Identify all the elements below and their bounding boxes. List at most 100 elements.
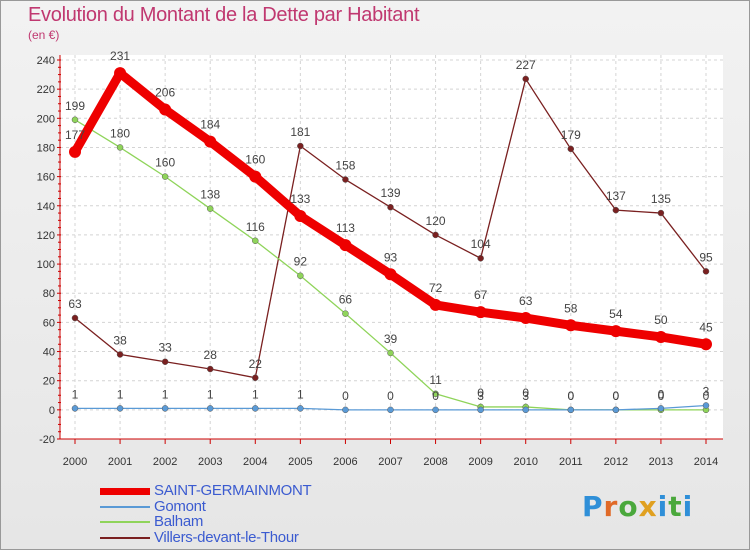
- logo-letter: i: [657, 490, 669, 523]
- data-label-balham: 199: [65, 99, 85, 113]
- data-point-gomont: [116, 405, 124, 412]
- y-tick-label: 60: [43, 317, 55, 329]
- y-tick-label: 20: [43, 376, 55, 388]
- data-label-balham: 116: [246, 220, 265, 234]
- data-label-villers-devant-le-thour: 63: [68, 297, 82, 311]
- data-point-balham: [342, 310, 349, 317]
- data-point-balham: [116, 144, 124, 151]
- data-point-gomont: [477, 406, 484, 414]
- data-label-gomont: 1: [297, 387, 304, 401]
- data-label-balham: 0: [703, 389, 710, 403]
- data-point-villers-devant-le-thour: [252, 374, 259, 382]
- data-label-saint-germainmont: 67: [474, 288, 488, 302]
- data-label-gomont: 0: [387, 389, 394, 403]
- data-point-villers-devant-le-thour: [522, 75, 529, 83]
- data-label-villers-devant-le-thour: 120: [426, 214, 446, 228]
- data-point-saint-germainmont: [564, 319, 577, 332]
- data-point-villers-devant-le-thour: [477, 254, 484, 262]
- data-label-saint-germainmont: 63: [519, 294, 533, 308]
- data-point-villers-devant-le-thour: [387, 203, 394, 211]
- data-label-villers-devant-le-thour: 135: [651, 192, 671, 206]
- logo-letter: r: [603, 490, 619, 523]
- data-label-balham: 180: [110, 126, 130, 140]
- data-point-saint-germainmont: [609, 325, 622, 338]
- data-label-gomont: 3: [703, 384, 710, 398]
- logo-letter: i: [682, 490, 694, 523]
- data-point-saint-germainmont: [294, 209, 307, 222]
- data-point-saint-germainmont: [204, 135, 217, 148]
- data-label-saint-germainmont: 45: [699, 320, 713, 334]
- data-point-gomont: [206, 405, 214, 412]
- y-tick-label: 180: [37, 142, 55, 154]
- data-label-saint-germainmont: 93: [384, 250, 398, 264]
- data-label-villers-devant-le-thour: 139: [380, 186, 400, 200]
- data-label-balham: 0: [658, 389, 665, 403]
- data-label-saint-germainmont: 206: [155, 86, 175, 100]
- y-tick-label: 220: [37, 84, 55, 96]
- data-point-saint-germainmont: [159, 103, 172, 116]
- data-point-saint-germainmont: [474, 306, 487, 319]
- data-point-balham: [161, 173, 169, 180]
- data-label-balham: 39: [384, 332, 398, 346]
- data-label-balham: 0: [613, 389, 620, 403]
- data-point-villers-devant-le-thour: [161, 358, 169, 365]
- data-point-balham: [71, 116, 79, 124]
- data-label-saint-germainmont: 72: [429, 281, 443, 295]
- data-point-gomont: [387, 406, 394, 414]
- data-point-saint-germainmont: [249, 170, 262, 183]
- data-point-villers-devant-le-thour: [657, 209, 665, 217]
- data-point-gomont: [161, 405, 169, 412]
- data-point-balham: [432, 390, 439, 398]
- x-tick-label: 2002: [153, 456, 177, 468]
- data-point-balham: [387, 349, 394, 357]
- y-tick-label: 100: [37, 259, 55, 271]
- x-tick-label: 2013: [649, 456, 673, 468]
- data-label-villers-devant-le-thour: 179: [561, 128, 581, 142]
- legend-swatch-gomont: [100, 505, 150, 508]
- y-tick-label: 80: [43, 288, 55, 300]
- x-tick-label: 2001: [108, 456, 132, 468]
- data-point-gomont: [702, 402, 710, 409]
- data-point-gomont: [567, 406, 575, 414]
- logo-letter: P: [582, 490, 604, 523]
- data-point-gomont: [71, 405, 79, 412]
- data-label-balham: 160: [155, 156, 175, 170]
- x-tick-label: 2009: [468, 456, 492, 468]
- data-label-saint-germainmont: 133: [290, 192, 310, 206]
- legend-label-saint-germainmont: SAINT-GERMAINMONT: [154, 482, 312, 499]
- plot-area: [60, 55, 723, 439]
- data-label-gomont: 1: [117, 387, 124, 401]
- data-point-gomont: [612, 406, 620, 414]
- data-label-saint-germainmont: 231: [110, 49, 130, 63]
- data-label-gomont: 0: [342, 389, 349, 403]
- y-tick-label: 240: [37, 55, 55, 67]
- data-point-gomont: [342, 406, 349, 414]
- legend-swatch-balham: [100, 521, 150, 523]
- data-label-gomont: 1: [252, 387, 259, 401]
- x-tick-label: 2006: [333, 456, 357, 468]
- data-point-villers-devant-le-thour: [342, 176, 349, 183]
- data-label-balham: 11: [429, 373, 442, 387]
- data-label-gomont: 0: [567, 389, 574, 403]
- data-label-villers-devant-le-thour: 158: [335, 159, 355, 173]
- legend-swatch-saint-germainmont: [100, 488, 150, 495]
- chart-unit-label: (en €): [28, 28, 60, 42]
- data-point-villers-devant-le-thour: [432, 231, 439, 239]
- data-label-saint-germainmont: 54: [609, 307, 623, 321]
- x-tick-label: 2003: [198, 456, 222, 468]
- data-label-gomont: 1: [72, 387, 79, 401]
- data-label-gomont: 3: [477, 389, 484, 403]
- data-point-villers-devant-le-thour: [612, 206, 620, 214]
- data-label-saint-germainmont: 184: [200, 118, 220, 132]
- data-point-villers-devant-le-thour: [297, 142, 304, 150]
- y-tick-label: 40: [43, 347, 55, 359]
- x-tick-label: 2010: [513, 456, 537, 468]
- data-point-balham: [206, 205, 214, 212]
- y-tick-label: 160: [37, 172, 55, 184]
- data-label-villers-devant-le-thour: 22: [249, 357, 263, 371]
- data-point-saint-germainmont: [429, 298, 442, 311]
- data-label-gomont: 0: [658, 387, 665, 401]
- data-point-villers-devant-le-thour: [702, 268, 710, 275]
- data-point-saint-germainmont: [69, 145, 81, 158]
